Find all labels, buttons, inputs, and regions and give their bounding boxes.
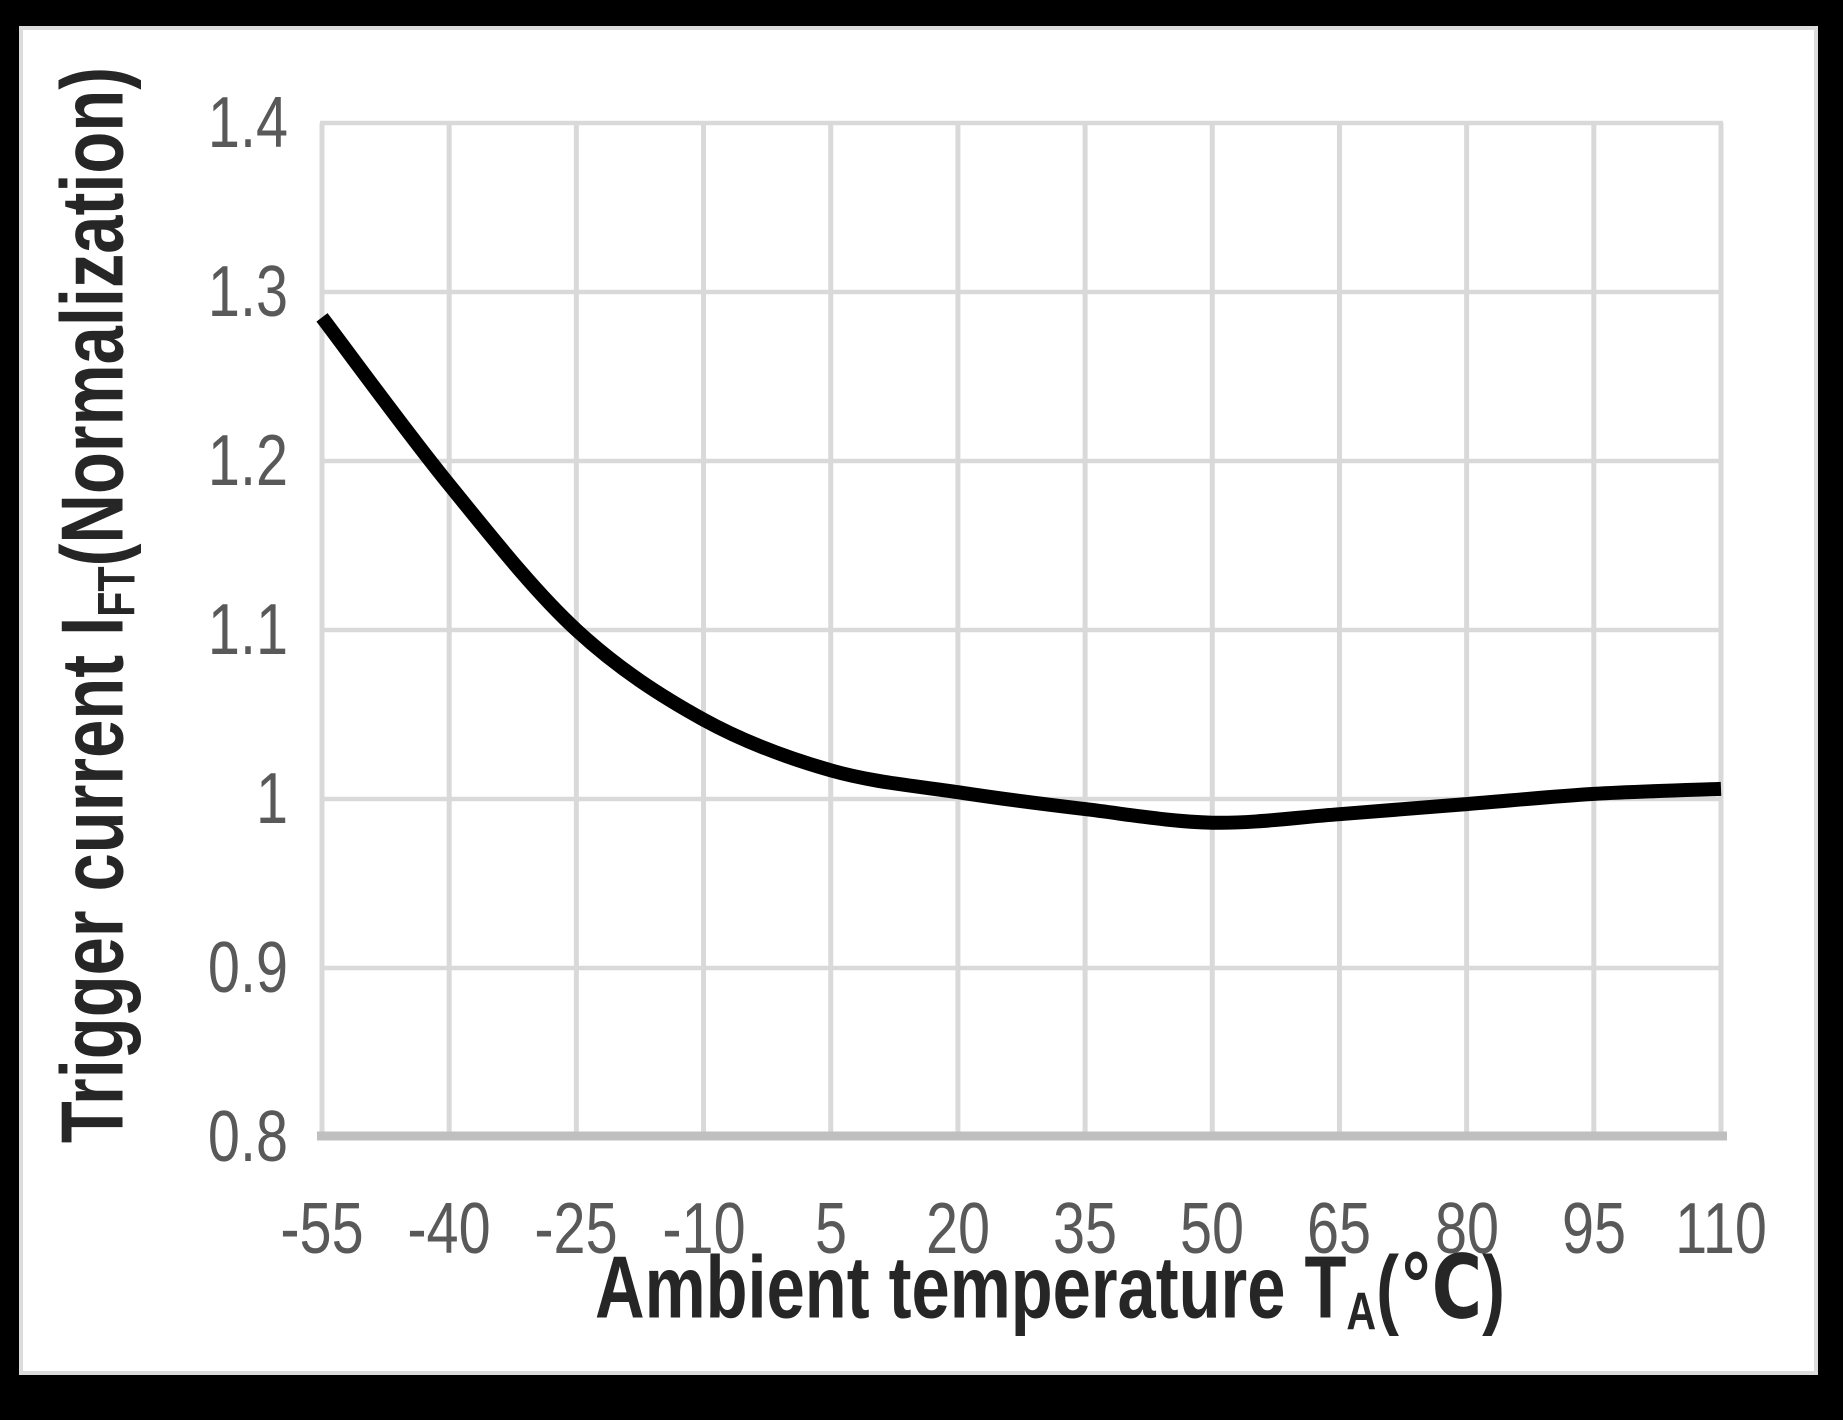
y-axis-title: Trigger current IFT(Normalization) xyxy=(42,0,165,1295)
y-axis-title-post: (Normalization) xyxy=(42,66,142,567)
x-axis-title-subscript: A xyxy=(1346,1282,1377,1342)
x-axis-title: Ambient temperature TA(℃) xyxy=(467,1237,1634,1360)
x-tick-label: -40 xyxy=(407,1189,491,1269)
chart-panel xyxy=(19,26,1818,1375)
x-tick-label: 35 xyxy=(1053,1189,1118,1269)
x-tick-label: 20 xyxy=(925,1189,990,1269)
x-tick-label: 80 xyxy=(1434,1189,1499,1269)
y-axis-title-subscript: FT xyxy=(87,566,147,617)
x-tick-label: 65 xyxy=(1307,1189,1372,1269)
x-tick-label: -10 xyxy=(661,1189,746,1269)
y-tick-label: 1 xyxy=(255,759,288,839)
x-tick-label: 50 xyxy=(1180,1189,1245,1269)
x-tick-label: -55 xyxy=(280,1189,364,1269)
x-tick-label: 95 xyxy=(1561,1189,1626,1269)
trigger-current-curve xyxy=(316,313,1722,830)
x-tick-label: 110 xyxy=(1675,1189,1767,1269)
x-axis-title-pre: Ambient temperature T xyxy=(595,1237,1347,1337)
x-tick-label: 5 xyxy=(814,1189,847,1269)
y-tick-label: 1.3 xyxy=(207,252,288,332)
y-tick-label: 0.9 xyxy=(207,928,288,1008)
y-tick-label: 1.4 xyxy=(207,83,288,163)
y-axis-title-pre: Trigger current I xyxy=(42,616,142,1144)
x-tick-label: -25 xyxy=(534,1189,618,1269)
y-tick-label: 1.2 xyxy=(207,421,288,501)
y-tick-label: 0.8 xyxy=(207,1097,288,1177)
y-axis-title-text: Trigger current IFT(Normalization) xyxy=(42,66,165,1144)
x-axis-title-post: (℃) xyxy=(1376,1237,1505,1337)
gridlines xyxy=(319,120,1724,1140)
x-axis-title-text: Ambient temperature TA(℃) xyxy=(595,1237,1505,1360)
y-tick-label: 1.1 xyxy=(207,590,288,670)
